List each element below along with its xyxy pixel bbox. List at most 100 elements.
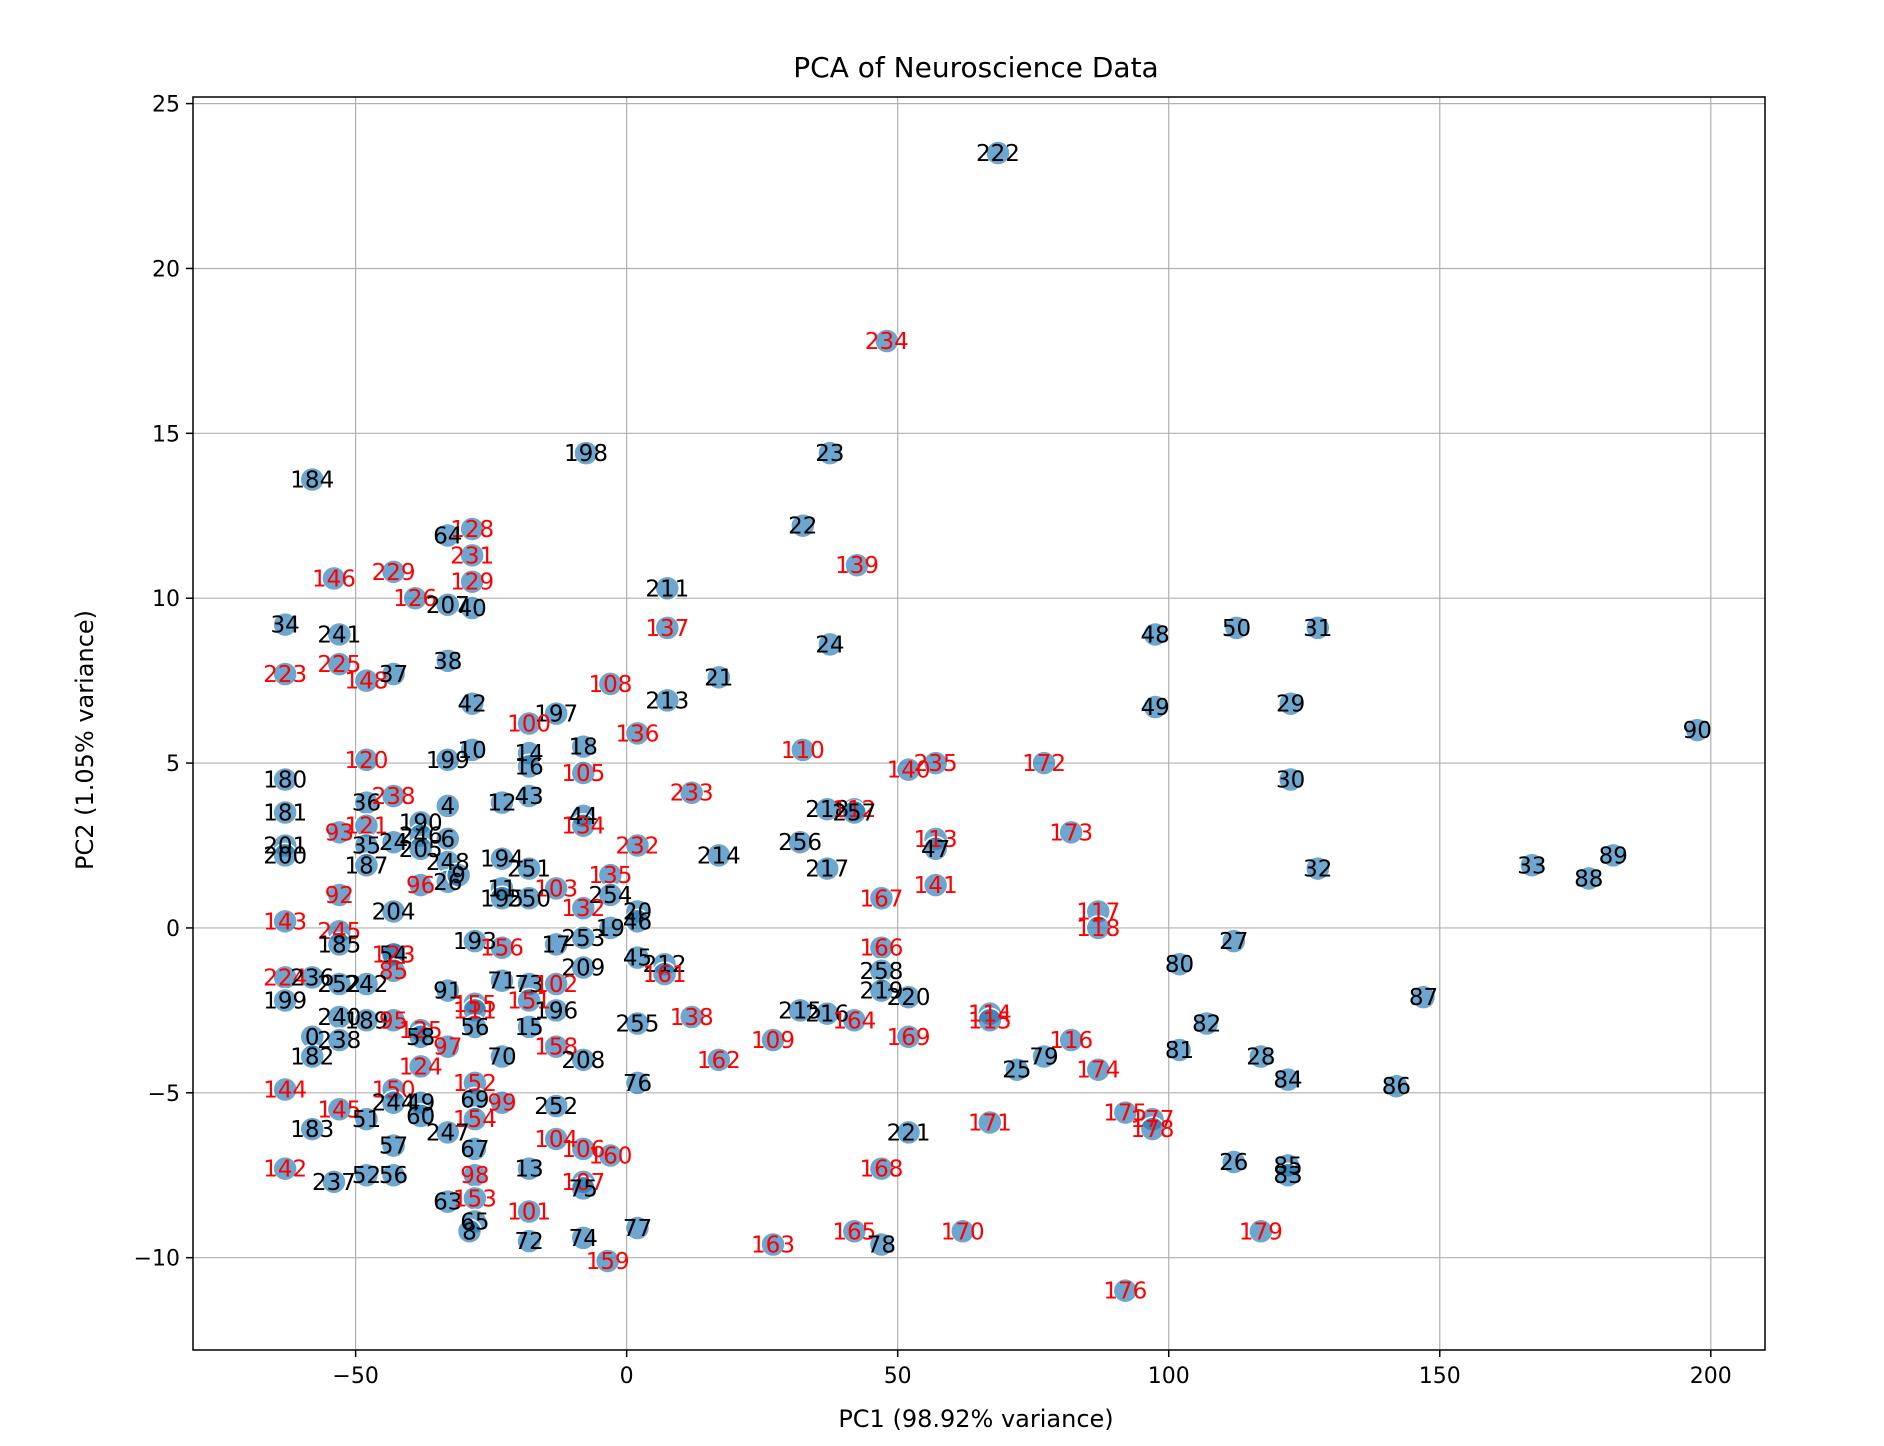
data-point (462, 1106, 488, 1132)
point-label: 151 (507, 988, 551, 1014)
data-point (706, 664, 732, 691)
point-label: 40 (458, 596, 487, 622)
data-point (949, 1218, 976, 1245)
data-point (1248, 1043, 1274, 1070)
point-label: 108 (588, 672, 632, 698)
point-label: 101 (507, 1200, 551, 1226)
data-point (543, 971, 569, 997)
point-label: 70 (487, 1045, 516, 1071)
data-point (678, 779, 705, 806)
x-axis-ticks: −50 0 50 100 150 200 (332, 1350, 1732, 1389)
point-label: 168 (859, 1157, 903, 1183)
data-point (489, 1043, 515, 1070)
data-point (353, 1106, 380, 1132)
point-label: 187 (345, 853, 389, 879)
point-label: 144 (263, 1078, 307, 1104)
point-label: 17 (542, 932, 571, 958)
point-label: 138 (670, 1005, 714, 1031)
point-label: 115 (968, 1008, 1012, 1034)
point-label: 184 (290, 467, 334, 493)
data-point (841, 1007, 868, 1034)
point-label: 197 (534, 702, 578, 728)
point-label: 182 (290, 1045, 334, 1071)
point-label: 152 (453, 1071, 497, 1097)
data-point (435, 1033, 461, 1060)
data-point (459, 595, 485, 621)
point-label: 16 (514, 754, 543, 780)
point-label: 213 (645, 688, 689, 714)
data-point (321, 565, 347, 592)
data-point (922, 836, 949, 862)
point-label: 100 (507, 712, 551, 738)
point-label: 237 (312, 1170, 356, 1196)
point-label: 223 (263, 662, 307, 688)
data-point (570, 760, 597, 786)
point-label: 215 (778, 998, 822, 1024)
point-label: 6 (440, 827, 455, 853)
data-point (706, 842, 732, 869)
point-label: 32 (1303, 857, 1332, 883)
data-point (459, 516, 485, 542)
point-label: 145 (317, 1097, 361, 1123)
point-label: 49 (406, 1091, 435, 1117)
data-point (570, 1047, 597, 1073)
data-point (624, 1215, 651, 1241)
point-label: 189 (345, 1008, 389, 1034)
point-label: 155 (453, 992, 497, 1018)
point-label: 102 (534, 972, 578, 998)
point-label: 88 (1574, 866, 1603, 892)
data-point (1576, 865, 1602, 892)
data-point (787, 997, 813, 1024)
point-label: 76 (623, 1071, 652, 1097)
data-point (516, 783, 542, 809)
data-point (985, 140, 1011, 166)
data-point (868, 977, 895, 1004)
point-label: 165 (832, 1219, 876, 1245)
point-label: 54 (379, 942, 408, 968)
data-point (570, 954, 597, 981)
data-point (321, 1169, 347, 1195)
point-label: 128 (450, 517, 494, 543)
point-label: 118 (1076, 916, 1120, 942)
data-point (326, 1096, 353, 1123)
point-label: 12 (487, 791, 516, 817)
data-point (760, 1231, 786, 1258)
point-label: 58 (406, 1025, 435, 1051)
point-label: 36 (352, 791, 381, 817)
point-label: 178 (1131, 1117, 1175, 1143)
point-label: 200 (263, 843, 307, 869)
data-point (435, 522, 461, 549)
point-label: 204 (372, 899, 416, 925)
point-label: 33 (1517, 853, 1546, 879)
point-label: 153 (453, 1186, 497, 1212)
data-point (435, 1188, 461, 1215)
data-point (1112, 1277, 1139, 1304)
point-label: 114 (968, 1002, 1012, 1028)
point-label: 169 (887, 1025, 931, 1051)
data-point (435, 977, 461, 1004)
data-point (407, 836, 434, 862)
point-label: 132 (561, 896, 605, 922)
point-label: 65 (460, 1209, 489, 1235)
point-label: 86 (1382, 1074, 1411, 1100)
data-point (922, 750, 949, 776)
point-label: 25 (1002, 1058, 1031, 1084)
point-label: 9 (451, 863, 466, 889)
point-label: 217 (805, 857, 849, 883)
point-label: 52 (352, 1163, 381, 1189)
data-point (462, 1014, 488, 1040)
data-point (1305, 615, 1331, 641)
point-label: 166 (859, 936, 903, 962)
grid-lines (193, 97, 1765, 1350)
point-label: 234 (865, 329, 909, 355)
point-label: 229 (372, 560, 416, 586)
data-point (489, 934, 515, 961)
data-point (445, 862, 472, 888)
point-label: 199 (263, 988, 307, 1014)
y-axis-label: PC2 (1.05% variance) (71, 610, 99, 870)
data-point (570, 1175, 597, 1202)
data-point (1085, 1056, 1112, 1083)
point-label: 240 (317, 1005, 361, 1031)
point-label: 180 (263, 768, 307, 794)
